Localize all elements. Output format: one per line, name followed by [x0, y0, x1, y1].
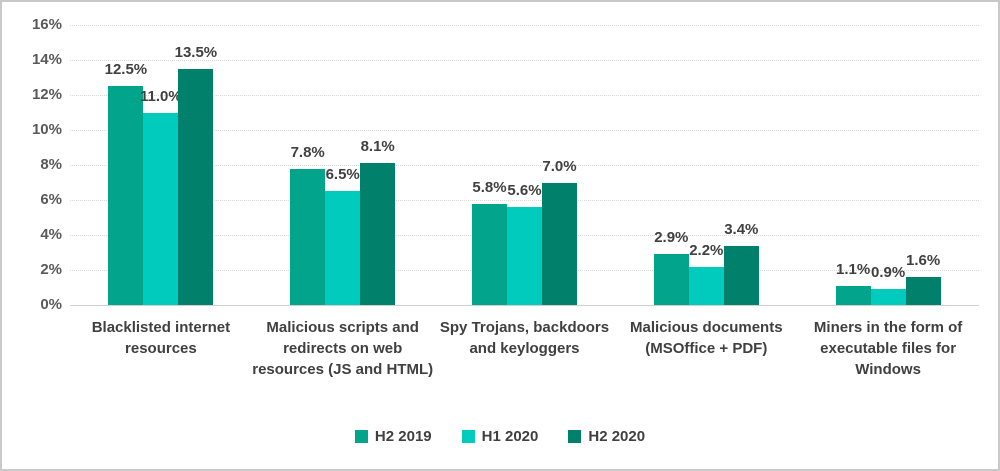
category-label: Malicious documents (MSOffice + PDF): [630, 319, 783, 357]
data-label: 8.1%: [360, 138, 395, 156]
data-label: 11.0%: [140, 87, 182, 105]
y-tick-label: 6%: [40, 191, 62, 208]
bar-h2-2019: [472, 203, 507, 305]
bar-h2-2019: [653, 254, 689, 305]
data-label: 12.5%: [104, 61, 148, 79]
y-tick-label: 8%: [40, 156, 62, 173]
data-label: 1.6%: [905, 252, 941, 269]
data-label: 2.9%: [654, 229, 689, 247]
y-tick-label: 2%: [40, 261, 62, 278]
gridline: [70, 25, 979, 26]
data-label: 2.2%: [689, 241, 724, 259]
bar-h2-2020: [723, 245, 759, 305]
legend-item: H2 2019: [354, 428, 432, 445]
chart-legend: H2 2019 H1 2020 H2 2020: [2, 429, 998, 444]
category-label: Blacklisted internet resources: [91, 319, 231, 357]
data-label: 3.4%: [724, 220, 759, 238]
category-label: Malicious scripts and redirects on web r…: [252, 319, 434, 378]
data-label: 13.5%: [174, 43, 218, 61]
data-label: 5.8%: [472, 178, 507, 196]
legend-label: H1 2020: [481, 428, 539, 445]
bar-h1-2020: [870, 289, 906, 305]
y-tick-label: 14%: [31, 51, 62, 68]
bar-h1-2020: [325, 191, 361, 305]
bar-h2-2019: [290, 168, 326, 305]
bar-h2-2020: [542, 182, 577, 305]
y-tick-label: 10%: [31, 121, 62, 138]
gridline: [70, 95, 979, 96]
bar-h2-2020: [360, 163, 396, 305]
y-tick-label: 4%: [40, 226, 62, 243]
bar-h1-2020: [143, 112, 179, 305]
legend-swatch-icon: [568, 430, 582, 443]
gridline: [70, 130, 979, 131]
bar-h2-2020: [178, 68, 214, 305]
category-label: Spy Trojans, backdoors and keyloggers: [439, 319, 610, 357]
data-label: 6.5%: [325, 166, 360, 184]
data-label: 1.1%: [835, 260, 871, 278]
x-axis-line: [70, 305, 979, 306]
data-label: 7.8%: [290, 143, 325, 161]
category-label: Miners in the form of executable files f…: [813, 319, 963, 378]
y-tick-label: 16%: [31, 16, 62, 33]
legend-label: H2 2020: [588, 428, 646, 445]
bar-h2-2020: [905, 277, 941, 305]
gridline: [70, 165, 979, 166]
data-label: 5.6%: [507, 182, 542, 199]
legend-swatch-icon: [461, 430, 475, 443]
gridline: [70, 60, 979, 61]
y-tick-label: 12%: [31, 86, 62, 103]
gridline: [70, 200, 979, 201]
data-label: 0.9%: [870, 264, 906, 282]
y-tick-label: 0%: [40, 296, 62, 313]
bar-h2-2019: [108, 86, 144, 305]
data-label: 7.0%: [542, 157, 577, 175]
legend-item: H2 2020: [568, 429, 645, 444]
bar-h1-2020: [507, 207, 542, 305]
legend-item: H1 2020: [461, 428, 539, 445]
legend-label: H2 2019: [374, 428, 432, 445]
bar-h1-2020: [688, 266, 724, 305]
bar-h2-2019: [835, 285, 871, 305]
legend-swatch-icon: [354, 430, 368, 443]
